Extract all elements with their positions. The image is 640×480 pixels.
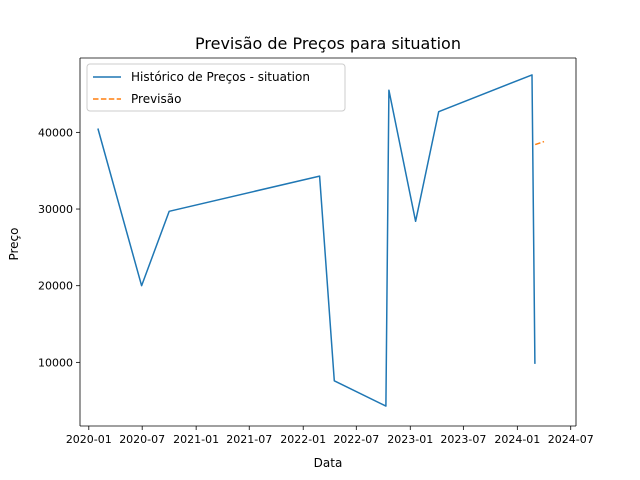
y-axis-label: Preço: [7, 227, 21, 260]
x-tick-label: 2021-07: [226, 433, 272, 446]
x-tick-label: 2023-01: [387, 433, 433, 446]
series-line-historico: [97, 74, 536, 407]
y-tick-label: 10000: [38, 356, 73, 369]
x-tick-label: 2021-01: [173, 433, 219, 446]
x-tick-label: 2024-01: [494, 433, 540, 446]
x-tick-label: 2022-01: [280, 433, 326, 446]
y-tick-label: 30000: [38, 203, 73, 216]
legend: Histórico de Preços - situation Previsão: [86, 63, 346, 112]
y-tick-label: 40000: [38, 126, 73, 139]
x-tick-label: 2024-07: [548, 433, 594, 446]
x-axis-label: Data: [314, 456, 343, 470]
series-layer: [97, 74, 545, 407]
y-tick-label: 20000: [38, 280, 73, 293]
legend-frame: [86, 63, 346, 112]
x-tick-label: 2020-07: [119, 433, 165, 446]
legend-label-previsao: Previsão: [131, 92, 181, 106]
x-tick-label: 2020-01: [66, 433, 112, 446]
axes-layer: 2020-01 2020-07 2021-01 2021-07 2022-01 2022-…: [38, 57, 594, 446]
x-tick-label: 2023-07: [440, 433, 486, 446]
plot-background: [80, 58, 576, 426]
legend-label-historico: Histórico de Preços - situation: [131, 70, 310, 84]
series-line-previsao: [534, 140, 545, 146]
x-tick-label: 2022-07: [333, 433, 379, 446]
plot-area: [80, 58, 576, 426]
chart-title: Previsão de Preços para situation: [195, 34, 461, 53]
